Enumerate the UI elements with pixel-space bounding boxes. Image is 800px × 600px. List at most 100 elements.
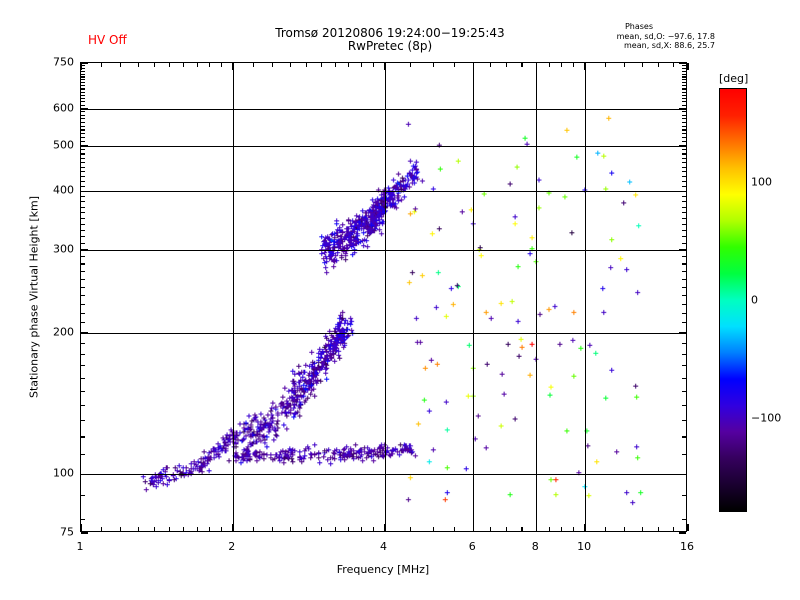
y-axis-tick xyxy=(81,229,85,232)
y-axis-tick xyxy=(81,185,85,187)
colorbar-tick-label: 0 xyxy=(751,293,758,307)
y-axis-tick xyxy=(81,353,85,355)
x-axis-tick xyxy=(305,63,307,67)
y-axis-tick xyxy=(81,195,85,197)
y-axis-tick xyxy=(682,436,686,438)
y-axis-tick xyxy=(682,270,686,272)
y-axis-tick xyxy=(682,153,686,155)
x-axis-tick xyxy=(472,63,474,70)
x-axis-tick xyxy=(209,527,211,531)
y-axis-tick xyxy=(81,294,85,297)
x-axis-tick xyxy=(383,524,386,531)
y-axis-tick xyxy=(682,212,686,214)
x-axis-tick xyxy=(490,527,492,531)
y-axis-tick xyxy=(682,286,686,288)
y-axis-tick xyxy=(81,236,85,238)
y-axis-tick xyxy=(682,79,686,81)
y-axis-tick xyxy=(81,149,85,151)
y-axis-tick xyxy=(682,88,686,90)
vertical-gridline xyxy=(384,63,386,531)
y-axis-tick xyxy=(81,473,88,475)
x-axis-tick xyxy=(320,63,322,67)
y-axis-tick xyxy=(81,73,85,75)
vertical-gridline xyxy=(232,63,234,531)
y-axis-tick xyxy=(81,67,85,69)
y-axis-tick xyxy=(682,67,686,69)
x-axis-tick xyxy=(272,527,274,531)
y-axis-tick xyxy=(81,332,88,334)
y-axis-tick xyxy=(81,263,85,265)
x-axis-tick xyxy=(521,63,523,67)
vertical-gridline xyxy=(585,63,587,531)
x-axis-tick xyxy=(272,63,274,67)
y-axis-tick xyxy=(679,107,686,110)
y-axis-tick xyxy=(679,532,686,534)
x-axis-tick xyxy=(101,63,103,67)
y-axis-tick xyxy=(81,278,85,280)
y-axis-tick-label: 750 xyxy=(53,55,74,69)
x-axis-tick xyxy=(573,63,575,67)
ionogram-plot-area[interactable] xyxy=(80,62,689,534)
y-axis-tick xyxy=(81,85,85,87)
chart-title-block: Tromsø 20120806 19:24:00−19:25:43 RwPret… xyxy=(200,27,580,53)
x-axis-tick xyxy=(183,527,185,531)
y-axis-tick xyxy=(679,145,686,147)
x-axis-tick xyxy=(432,63,434,67)
x-axis-tick xyxy=(490,63,492,67)
y-axis-tick xyxy=(682,149,686,151)
x-axis-tick xyxy=(154,63,156,67)
x-axis-tick xyxy=(506,527,508,531)
x-axis-tick xyxy=(372,63,374,67)
x-axis-tick xyxy=(641,527,643,531)
y-axis-tick xyxy=(682,495,686,497)
y-axis-tick xyxy=(81,206,85,208)
x-axis-tick xyxy=(334,63,337,67)
y-axis-tick xyxy=(682,454,686,456)
x-axis-tick-label: 16 xyxy=(680,540,694,553)
x-axis-tick xyxy=(209,63,211,67)
x-axis-tick xyxy=(658,63,660,67)
y-axis-tick-label: 100 xyxy=(53,466,74,480)
y-axis-tick xyxy=(81,114,85,116)
y-axis-tick xyxy=(81,79,85,81)
y-axis-tick xyxy=(682,322,686,324)
y-axis-tick-label: 400 xyxy=(53,183,74,197)
y-axis-tick-label: 300 xyxy=(53,242,74,256)
x-axis-tick xyxy=(334,527,337,531)
x-axis-tick xyxy=(220,63,222,67)
y-axis-tick xyxy=(682,278,686,280)
x-axis-tick-label: 8 xyxy=(531,540,539,553)
y-axis-tick xyxy=(81,249,88,251)
y-axis-tick xyxy=(81,129,85,131)
y-axis-tick xyxy=(81,157,85,159)
y-axis-tick xyxy=(81,377,85,379)
y-axis-tick xyxy=(81,495,85,497)
y-axis-tick xyxy=(81,532,88,534)
x-axis-tick xyxy=(584,63,586,70)
x-axis-tick xyxy=(673,63,675,67)
phase-colorbar[interactable] xyxy=(719,88,747,512)
y-axis-tick xyxy=(81,190,88,192)
y-axis-tick xyxy=(81,212,85,214)
y-axis-tick xyxy=(81,217,85,220)
x-axis-tick xyxy=(535,524,537,531)
vertical-gridline xyxy=(473,63,475,531)
y-axis-tick xyxy=(682,114,686,116)
scatter-points-canvas xyxy=(81,63,686,531)
y-axis-tick xyxy=(81,256,85,258)
x-axis-tick xyxy=(535,63,537,70)
y-axis-tick xyxy=(682,390,686,392)
x-axis-tick xyxy=(383,63,386,70)
x-axis-tick xyxy=(252,63,255,67)
horizontal-gridline xyxy=(81,474,686,476)
y-axis-tick xyxy=(81,342,85,344)
x-axis-tick xyxy=(453,527,455,531)
y-axis-tick xyxy=(81,322,85,324)
x-axis-tick xyxy=(220,527,222,531)
x-axis-tick xyxy=(232,63,234,70)
y-axis-tick xyxy=(81,312,85,314)
y-axis-tick-label: 500 xyxy=(53,138,74,152)
x-axis-tick xyxy=(521,527,523,531)
x-axis-tick xyxy=(360,63,362,67)
y-axis-tick xyxy=(679,249,686,251)
